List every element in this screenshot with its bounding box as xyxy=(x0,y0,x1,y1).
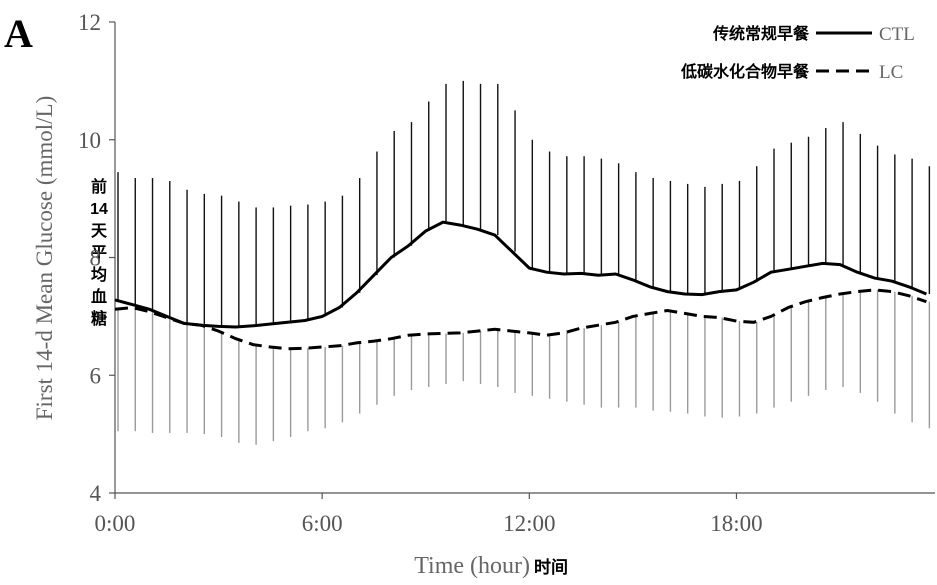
y-tick-label: 4 xyxy=(90,481,102,506)
y-axis-label-cn-char: 糖 xyxy=(91,309,107,328)
legend-label-lc-cn: 低碳水化合物早餐 xyxy=(680,62,810,81)
x-axis-label: Time (hour) xyxy=(414,553,530,579)
y-tick-label: 10 xyxy=(78,128,101,153)
x-axis-label-cn: 时间 xyxy=(534,557,568,577)
y-axis-label-cn-char: 血 xyxy=(91,287,107,306)
x-tick-label: 0:00 xyxy=(95,511,136,536)
y-tick-label: 12 xyxy=(78,10,101,35)
y-axis-label: First 14-d Mean Glucose (mmol/L) xyxy=(32,96,57,421)
series-line-lc xyxy=(114,288,927,351)
y-ticks: 4 6 8 10 12 xyxy=(78,10,115,506)
x-tick-label: 18:00 xyxy=(710,511,762,536)
y-axis-label-cn-char: 均 xyxy=(91,265,107,284)
y-axis-label-cn-char: 前 xyxy=(91,177,107,196)
x-tick-label: 12:00 xyxy=(503,511,555,536)
series-line-ctl xyxy=(114,220,927,329)
error-bars xyxy=(117,80,931,445)
legend-label-ctl-cn: 传统常规早餐 xyxy=(712,24,810,43)
legend-label-ctl: CTL xyxy=(879,24,915,45)
legend: 传统常规早餐 CTL 低碳水化合物早餐 LC xyxy=(680,24,915,83)
y-axis-label-cn-char: 平 xyxy=(91,244,107,262)
y-tick-label: 8 xyxy=(90,246,102,271)
y-axis-label-cn-char: 14 xyxy=(90,201,108,218)
y-axis-label-cn-char: 天 xyxy=(91,223,108,240)
legend-item-ctl: 传统常规早餐 CTL xyxy=(712,24,915,45)
x-ticks: 0:00 6:00 12:00 18:00 xyxy=(95,493,763,536)
legend-item-lc: 低碳水化合物早餐 LC xyxy=(680,62,903,83)
y-tick-label: 6 xyxy=(90,363,102,388)
panel-label: A xyxy=(4,11,33,56)
legend-label-lc: LC xyxy=(879,62,903,83)
x-tick-label: 6:00 xyxy=(302,511,343,536)
